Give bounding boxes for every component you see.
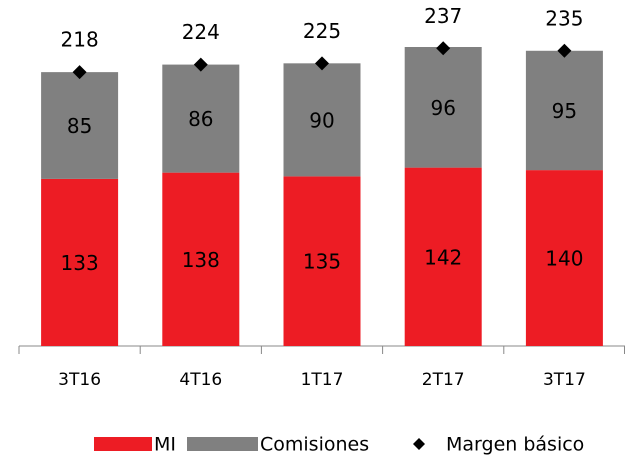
legend-swatch: [94, 437, 152, 451]
bar-segment: [404, 167, 482, 346]
bar-segment: [525, 170, 603, 346]
data-label: 90: [309, 108, 334, 132]
data-label: 85: [67, 114, 92, 138]
bar-segment: [404, 47, 482, 168]
x-tick-label: 2T17: [422, 370, 465, 390]
total-label: 235: [545, 6, 583, 30]
total-marker: [193, 57, 208, 72]
x-tick-label: 3T17: [543, 370, 586, 390]
data-label: 133: [61, 251, 99, 275]
total-label: 225: [303, 19, 341, 43]
x-tick-label: 4T16: [179, 370, 222, 390]
total-label: 224: [182, 20, 220, 44]
data-label: 142: [424, 245, 462, 269]
data-label: 135: [303, 250, 341, 274]
data-label: 138: [182, 248, 220, 272]
bar-segment: [41, 72, 119, 179]
bar-segment: [162, 64, 240, 173]
x-tick-label: 3T16: [58, 370, 101, 390]
data-label: 95: [552, 99, 577, 123]
bar-segment: [283, 176, 361, 346]
legend-marker: [413, 438, 425, 450]
bar-segment: [283, 63, 361, 177]
total-label: 237: [424, 4, 462, 28]
total-marker: [72, 65, 87, 80]
legend-label: MI: [154, 434, 176, 456]
legend-label: Comisiones: [260, 434, 369, 456]
bar-segment: [41, 178, 119, 346]
bar-segment: [162, 172, 240, 346]
x-tick-label: 1T17: [301, 370, 344, 390]
total-marker: [436, 41, 451, 56]
data-label: 96: [430, 96, 455, 120]
bar-segment: [525, 50, 603, 171]
legend-swatch: [187, 437, 258, 451]
total-marker: [557, 43, 572, 58]
total-marker: [315, 56, 329, 71]
total-label: 218: [61, 28, 99, 52]
data-label: 140: [545, 247, 583, 271]
legend-label: Margen básico: [446, 434, 584, 456]
data-label: 86: [188, 107, 213, 131]
